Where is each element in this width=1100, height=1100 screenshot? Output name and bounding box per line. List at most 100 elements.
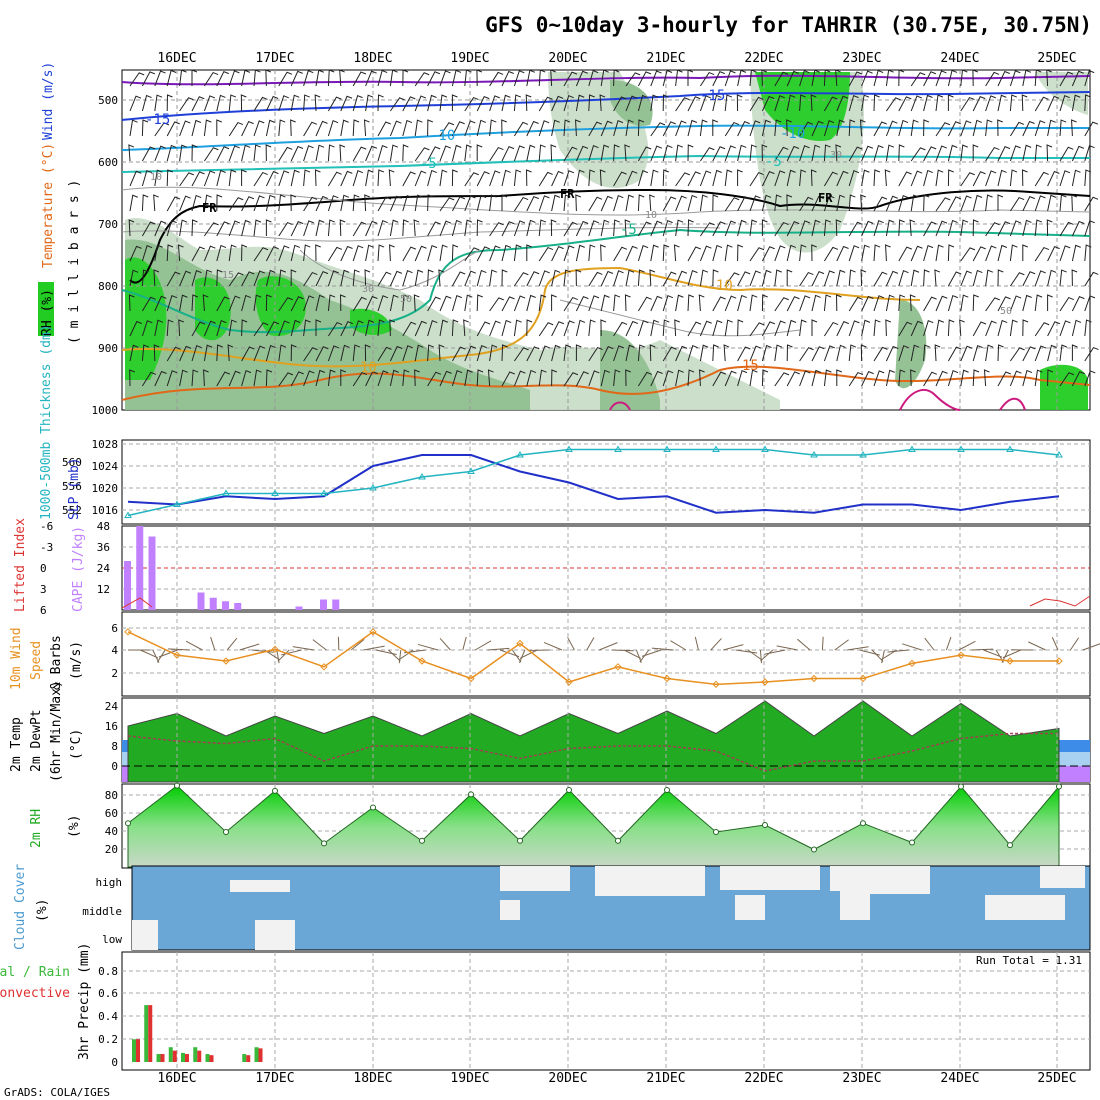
wind-ylabel-4: (m/s): [69, 641, 84, 680]
upper-wind-barb: [985, 119, 993, 137]
upper-wind-barb: [960, 120, 972, 137]
wind-speed-marker: [565, 678, 573, 686]
upper-wind-barb: [1071, 371, 1085, 387]
upper-wind-barb: [712, 319, 723, 337]
temp-ylabel-3: (6hr Min/Max): [49, 680, 64, 782]
upper-wind-barb: [314, 94, 321, 112]
upper-wind-barb: [1009, 347, 1025, 362]
upper-wind-barb: [673, 244, 680, 262]
upper-wind-barb: [389, 120, 402, 137]
upper-wind-barb: [823, 369, 832, 387]
upper-wind-barb: [675, 144, 684, 162]
upper-wind-barb: [599, 94, 606, 112]
upper-wind-barb: [910, 170, 923, 187]
thickness-line: [127, 448, 1060, 517]
rh2m-marker: [958, 783, 964, 790]
upper-wind-barb: [1047, 245, 1060, 262]
upper-wind-barb: [290, 220, 304, 237]
upper-wind-barb: [724, 145, 736, 162]
bottom-date-label: 17DEC: [255, 1071, 294, 1086]
upper-wind-barb: [315, 219, 325, 237]
upper-wind-barb: [303, 370, 315, 387]
upper-wind-barb: [637, 194, 645, 212]
upper-wind-barb: [885, 219, 895, 237]
upper-wind-barb: [501, 221, 515, 237]
upper-wind-barb: [947, 94, 954, 111]
upper-wind-barb: [178, 319, 184, 337]
upper-wind-barb: [662, 346, 677, 362]
upper-wind-barb: [898, 270, 909, 287]
upper-wind-barb: [377, 319, 385, 337]
cloud-gap-block: [230, 880, 290, 892]
upper-wind-barb: [526, 294, 536, 312]
upper-wind-barb: [1084, 271, 1099, 287]
bottom-date-label: 18DEC: [353, 1071, 392, 1086]
upper-wind-barb: [674, 319, 680, 337]
upper-wind-barb: [265, 246, 279, 262]
upper-wind-barb: [836, 269, 846, 287]
precip-bar-convective: [209, 1055, 214, 1062]
upper-wind-barb: [1059, 320, 1071, 337]
upper-wind-barb: [327, 96, 342, 112]
upper-wind-barb: [1059, 269, 1067, 287]
upper-wind-barb: [141, 119, 149, 137]
upper-wind-barb: [699, 170, 712, 187]
wind-barb: [797, 638, 811, 651]
upper-wind-barb: [340, 344, 350, 362]
upper-wind-barb: [327, 270, 339, 287]
pressure-tick: 1000: [92, 404, 119, 417]
upper-wind-barb: [985, 344, 994, 362]
upper-wind-barb: [885, 195, 898, 212]
upper-wind-barb: [179, 69, 187, 87]
slp-panel: 560 556 552 1028 1024 1020 1016 1000-500…: [39, 324, 1091, 525]
upper-wind-barb: [389, 345, 403, 362]
contour-label: FR: [560, 187, 575, 201]
cloud-gap-block: [870, 880, 930, 894]
upper-wind-barb: [947, 69, 958, 87]
wind-ylabel-1: 10m Wind: [9, 627, 24, 690]
upper-wind-barb: [352, 194, 360, 212]
upper-wind-barb: [551, 194, 561, 212]
upper-wind-barb: [154, 94, 163, 112]
upper-wind-barb: [972, 219, 979, 237]
upper-wind-barb: [1034, 294, 1043, 312]
upper-wind-barb: [179, 195, 191, 212]
upper-wind-barb: [972, 119, 982, 137]
upper-wind-barb: [216, 221, 230, 237]
upper-wind-barb: [340, 95, 353, 112]
upper-wind-barb: [1034, 195, 1046, 212]
rh2m-marker: [615, 837, 621, 844]
upper-wind-barb: [637, 344, 645, 362]
cloud-gap-block: [255, 920, 295, 950]
upper-wind-barb: [489, 222, 504, 237]
upper-wind-barb: [352, 71, 367, 87]
upper-wind-barb: [575, 119, 581, 137]
upper-wind-barb: [923, 269, 930, 287]
upper-wind-barb: [1046, 219, 1053, 237]
upper-wind-barb: [625, 344, 635, 362]
upper-wind-barb: [625, 170, 638, 187]
wind-barb: [821, 636, 824, 651]
upper-wind-barb: [191, 246, 205, 262]
upper-wind-barb: [786, 169, 796, 187]
upper-wind-barb: [563, 372, 579, 387]
upper-wind-barb: [327, 321, 343, 337]
upper-wind-barb: [141, 169, 152, 187]
upper-wind-barb: [575, 319, 586, 337]
lifted-index-tick: -6: [40, 520, 53, 533]
wind-barb: [567, 637, 575, 651]
wind-speed-marker: [271, 645, 279, 654]
slp-panel-frame: [121, 439, 1091, 525]
upper-wind-barb: [166, 169, 173, 187]
upper-wind-barb: [141, 245, 153, 262]
wind-barb: [1028, 641, 1046, 651]
upper-wind-barb: [1009, 220, 1022, 237]
upper-wind-barb: [377, 121, 391, 137]
upper-wind-barb: [340, 245, 353, 262]
upper-wind-barb: [774, 71, 789, 87]
upper-wind-barb: [960, 69, 968, 87]
upper-wind-barb: [179, 144, 188, 162]
upper-wind-barb: [575, 220, 589, 237]
upper-wind-barb: [364, 269, 371, 287]
upper-wind-barb: [823, 96, 838, 112]
